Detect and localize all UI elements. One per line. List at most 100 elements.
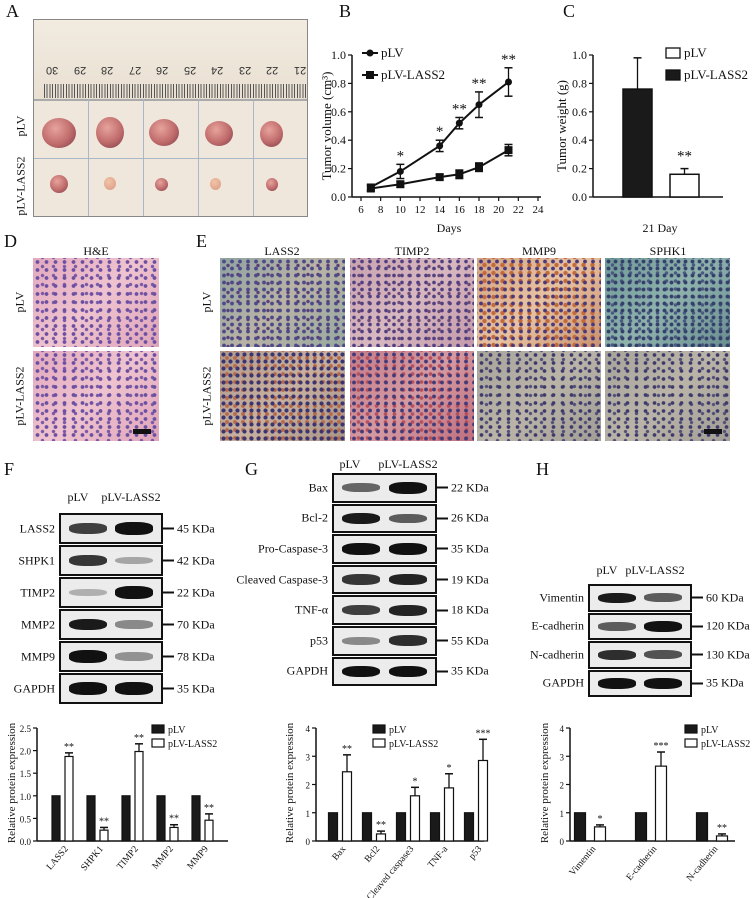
bar-pLV xyxy=(429,812,441,842)
bar-pLV xyxy=(51,795,61,842)
marker-dash xyxy=(692,596,703,599)
legend-label: pLV xyxy=(701,725,719,736)
x-tick-label: 18 xyxy=(474,204,486,216)
x-tick-label: p53 xyxy=(467,844,484,862)
tumor-plv-lass2 xyxy=(50,175,68,193)
blot-row: Pro-Caspase-3 35 KDa xyxy=(258,534,489,564)
significance-marker: ** xyxy=(204,803,214,814)
protein-band xyxy=(388,482,427,494)
ihc-col-title: TIMP2 xyxy=(394,244,430,258)
protein-band xyxy=(115,682,153,695)
ihc-image-sphk1-plv-lass2 xyxy=(605,351,730,441)
x-tick-label: 6 xyxy=(358,204,364,216)
legend-swatch xyxy=(151,738,165,748)
grid-line xyxy=(34,158,307,159)
lane-label: pLV xyxy=(67,490,89,504)
bar-pLV-LASS2 xyxy=(443,787,455,842)
x-tick-label: 16 xyxy=(454,204,466,216)
protein-band xyxy=(115,652,153,661)
protein-band xyxy=(342,636,381,645)
data-point xyxy=(504,146,513,155)
kda-label: 70 KDa xyxy=(177,617,215,631)
bar-pLV-LASS2 xyxy=(409,795,421,842)
panel-label-f: F xyxy=(4,459,15,479)
x-axis-title: Days xyxy=(437,221,462,235)
grid-line xyxy=(143,99,144,216)
blot-row: N-cadherin 130 KDa xyxy=(530,641,750,669)
molecular-weight-marker: 70 KDa xyxy=(163,617,215,632)
panel-label-b: B xyxy=(339,1,352,21)
molecular-weight-marker: 42 KDa xyxy=(163,553,215,568)
blot-row: LASS2 45 KDa xyxy=(20,513,215,544)
y-tick-label: 0 xyxy=(560,837,565,847)
he-title: H&E xyxy=(83,244,109,258)
blot-row-label: Bax xyxy=(308,480,328,495)
ihc-col-title: SPHK1 xyxy=(649,244,687,258)
panel-label-h: H xyxy=(536,459,549,479)
panel-label-c: C xyxy=(563,1,576,21)
x-tick-label: N-cadherin xyxy=(685,844,720,883)
tumor-plv-lass2 xyxy=(266,178,278,191)
bar-pLV-LASS2 xyxy=(64,755,74,842)
tumor-plv-lass2 xyxy=(104,177,116,190)
significance-marker: * xyxy=(447,763,452,774)
kda-label: 22 KDa xyxy=(451,480,489,495)
ihc-image-lass2-plv-lass2 xyxy=(220,351,345,441)
blot-row: Vimentin 60 KDa xyxy=(539,584,744,612)
kda-label: 19 KDa xyxy=(451,572,489,587)
protein-band xyxy=(115,522,153,535)
data-point xyxy=(455,119,463,127)
blot-row-label: SHPK1 xyxy=(18,553,55,567)
molecular-weight-marker: 26 KDa xyxy=(437,511,489,526)
y-tick-label: 0.8 xyxy=(331,76,346,90)
marker-dash xyxy=(163,623,174,626)
kda-label: 55 KDa xyxy=(451,633,489,648)
legend-label: pLV-LASS2 xyxy=(389,739,438,750)
legend-label: pLV-LASS2 xyxy=(168,739,217,750)
legend-label: pLV xyxy=(684,45,707,60)
kda-label: 35 KDa xyxy=(451,541,489,556)
ihc-image-sphk1-plv xyxy=(605,258,730,347)
bar-pLV xyxy=(121,795,131,842)
significance-marker: *** xyxy=(654,741,669,752)
y-tick-label: 0.8 xyxy=(572,76,587,90)
data-point xyxy=(505,78,512,86)
x-tick-label: Vimentin xyxy=(568,844,599,878)
marker-dash xyxy=(692,653,703,656)
blot-row: Bax 22 KDa xyxy=(309,473,489,503)
data-point xyxy=(436,142,444,150)
significance-marker: ** xyxy=(342,744,352,755)
blot-row: GAPDH 35 KDa xyxy=(543,669,744,697)
y-axis-title: Relative protein expression xyxy=(6,722,18,843)
tumor-plv xyxy=(205,121,233,146)
kda-label: 78 KDa xyxy=(177,649,215,663)
bar-pLV-LASS2 xyxy=(169,826,179,842)
y-tick-label: 0.5 xyxy=(20,814,32,824)
legend-marker xyxy=(366,49,374,57)
blot-row-label: Vimentin xyxy=(539,590,584,605)
protein-band xyxy=(69,650,107,663)
significance-marker: * xyxy=(598,814,603,825)
series-line-pLV xyxy=(370,81,510,188)
lane-label: pLV xyxy=(339,457,361,471)
protein-band xyxy=(342,483,381,493)
legend-label: pLV-LASS2 xyxy=(381,67,445,82)
blot-row: SHPK1 42 KDa xyxy=(18,545,215,576)
protein-band xyxy=(69,682,107,695)
molecular-weight-marker: 60 KDa xyxy=(692,590,744,605)
protein-band xyxy=(115,586,153,599)
y-tick-label: 1.0 xyxy=(572,48,587,62)
scale-bar xyxy=(133,429,151,434)
legend-swatch xyxy=(372,738,386,748)
ihc-image-lass2-plv xyxy=(220,258,345,347)
blot-row-label: TNF-α xyxy=(295,602,328,617)
kda-label: 26 KDa xyxy=(451,510,489,525)
blot-row: MMP9 78 KDa xyxy=(21,641,215,672)
bar-pLV-LASS2 xyxy=(341,771,353,842)
molecular-weight-marker: 35 KDa xyxy=(437,664,489,679)
ihc-image-timp2-plv xyxy=(350,258,474,347)
blot-row-label: GAPDH xyxy=(286,663,328,678)
marker-dash xyxy=(692,625,703,628)
molecular-weight-marker: 35 KDa xyxy=(163,681,215,696)
